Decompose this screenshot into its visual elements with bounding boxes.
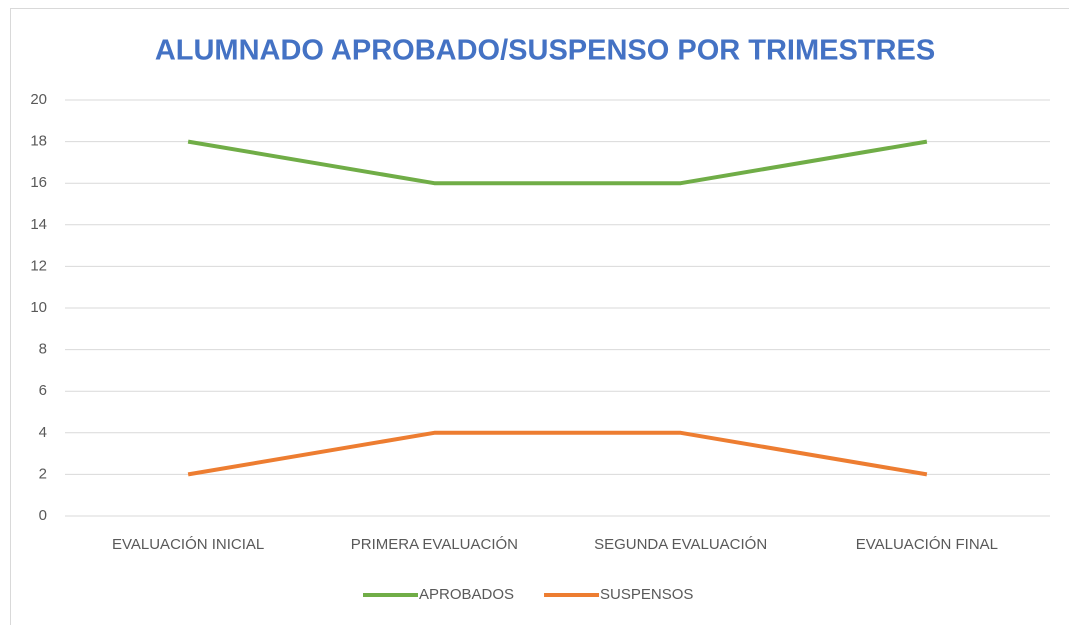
y-tick-label: 14 [30, 216, 47, 233]
y-tick-label: 16 [30, 174, 47, 191]
y-tick-label: 10 [30, 299, 47, 316]
y-tick-label: 8 [39, 341, 47, 358]
y-tick-label: 18 [30, 133, 47, 150]
y-tick-label: 6 [39, 382, 47, 399]
legend-label: APROBADOS [419, 586, 514, 603]
x-tick-label: EVALUACIÓN INICIAL [112, 536, 264, 553]
y-tick-label: 4 [39, 424, 47, 441]
x-tick-label: PRIMERA EVALUACIÓN [351, 536, 518, 553]
series-line [187, 139, 928, 186]
chart-border [10, 8, 1069, 625]
y-tick-label: 12 [30, 257, 47, 274]
y-tick-label: 2 [39, 465, 47, 482]
y-tick-label: 20 [30, 91, 47, 108]
chart-title: ALUMNADO APROBADO/SUSPENSO POR TRIMESTRE… [155, 35, 935, 67]
y-tick-label: 0 [39, 507, 47, 524]
legend-label: SUSPENSOS [600, 586, 693, 603]
series-line [187, 430, 928, 477]
x-tick-label: EVALUACIÓN FINAL [856, 536, 998, 553]
x-tick-label: SEGUNDA EVALUACIÓN [594, 536, 767, 553]
